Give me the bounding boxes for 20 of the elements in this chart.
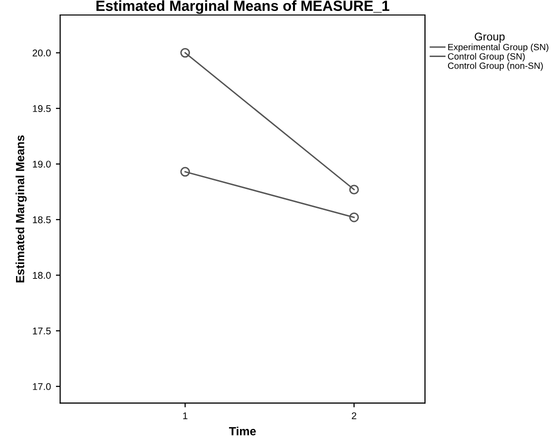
point xyxy=(349,212,359,222)
legend-title: Group xyxy=(474,32,505,43)
x-tick-label: 2 xyxy=(352,412,356,420)
point xyxy=(180,166,190,177)
legend-label: Experimental Group (SN) xyxy=(448,44,548,52)
y-tick-label: 17.0 xyxy=(32,383,51,390)
x-tick-label: 1 xyxy=(183,412,188,420)
x-axis-title: Time xyxy=(229,426,256,436)
y-tick-label: 19.0 xyxy=(32,160,51,168)
y-tick-label: 19.5 xyxy=(32,105,51,112)
chart-title: Estimated Marginal Means of MEASURE_1 xyxy=(96,0,390,14)
y-tick-label: 17.5 xyxy=(32,328,51,334)
y-axis-title: Estimated Marginal Means xyxy=(16,135,27,282)
point xyxy=(180,48,190,58)
text: Control Group (non-SN) xyxy=(448,62,543,71)
legend-label: Control Group (SN) xyxy=(448,52,525,62)
y-tick-label: 20.0 xyxy=(32,50,51,56)
y-tick-label: 18.5 xyxy=(32,216,51,224)
point xyxy=(349,184,359,194)
y-tick-label: 18.0 xyxy=(32,272,51,279)
